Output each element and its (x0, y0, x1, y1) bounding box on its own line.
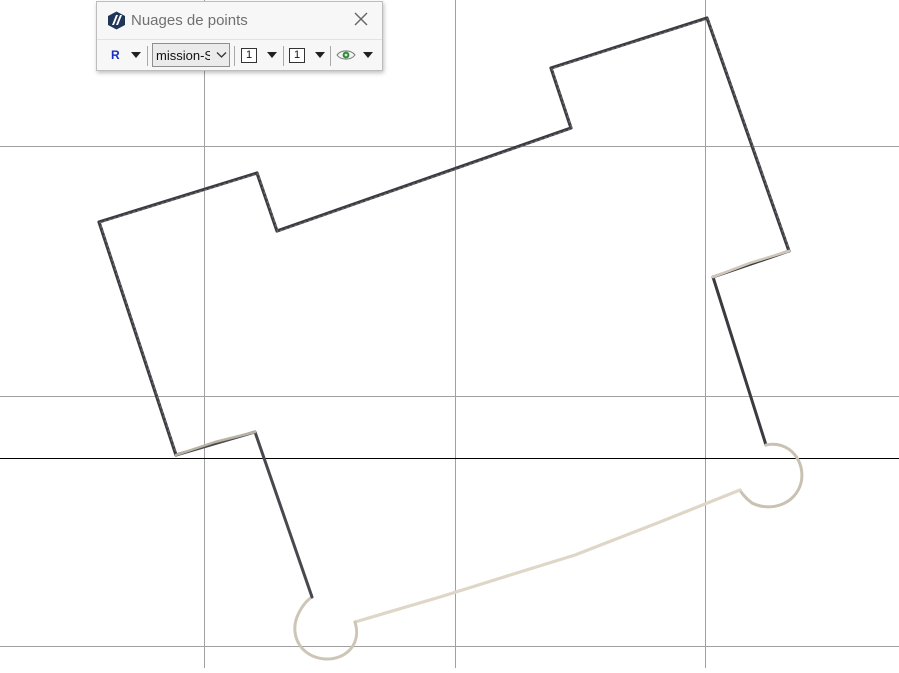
chevron-down-icon (216, 52, 227, 58)
point-size-value: 1 (241, 47, 257, 63)
chevron-down-icon (267, 52, 277, 58)
point-cloud-app-icon (108, 11, 125, 30)
density-dropdown[interactable]: 1 (289, 40, 325, 70)
eye-icon (336, 50, 356, 60)
chevron-down-icon (130, 52, 141, 58)
render-mode-dropdown[interactable]: R (111, 40, 141, 70)
density-value: 1 (289, 47, 305, 63)
toolbar-separator (147, 46, 148, 66)
panel-title: Nuages de points (131, 12, 248, 29)
outline-upper-dark-texture (99, 18, 791, 457)
cloud-select-value: mission-S (156, 47, 210, 63)
outline-upper-dark (97, 16, 791, 457)
cloud-select[interactable]: mission-S (152, 43, 230, 67)
point-size-dropdown[interactable]: 1 (241, 40, 277, 70)
point-clouds-panel: Nuages de points R mission-S 1 1 (96, 1, 383, 71)
floor-plan-outline (97, 16, 804, 661)
toolbar-separator (234, 46, 235, 66)
render-mode-label: R (111, 48, 120, 62)
toolbar-separator (330, 46, 331, 66)
outline-right-arc (738, 442, 804, 509)
toolbar-separator (283, 46, 284, 66)
panel-titlebar[interactable]: Nuages de points (97, 2, 382, 38)
outline-left-lower-light (174, 430, 257, 457)
outline-left-arc (293, 595, 358, 661)
outline-left-lower (174, 430, 314, 599)
outline-right-notch-light (711, 249, 791, 279)
panel-toolbar: R mission-S 1 1 (97, 39, 382, 71)
visibility-dropdown[interactable] (336, 40, 373, 70)
chevron-down-icon (315, 52, 325, 58)
chevron-down-icon (363, 52, 373, 58)
outline-right-notch (711, 249, 791, 447)
close-icon[interactable] (353, 11, 369, 27)
outline-bottom-light (353, 488, 742, 624)
